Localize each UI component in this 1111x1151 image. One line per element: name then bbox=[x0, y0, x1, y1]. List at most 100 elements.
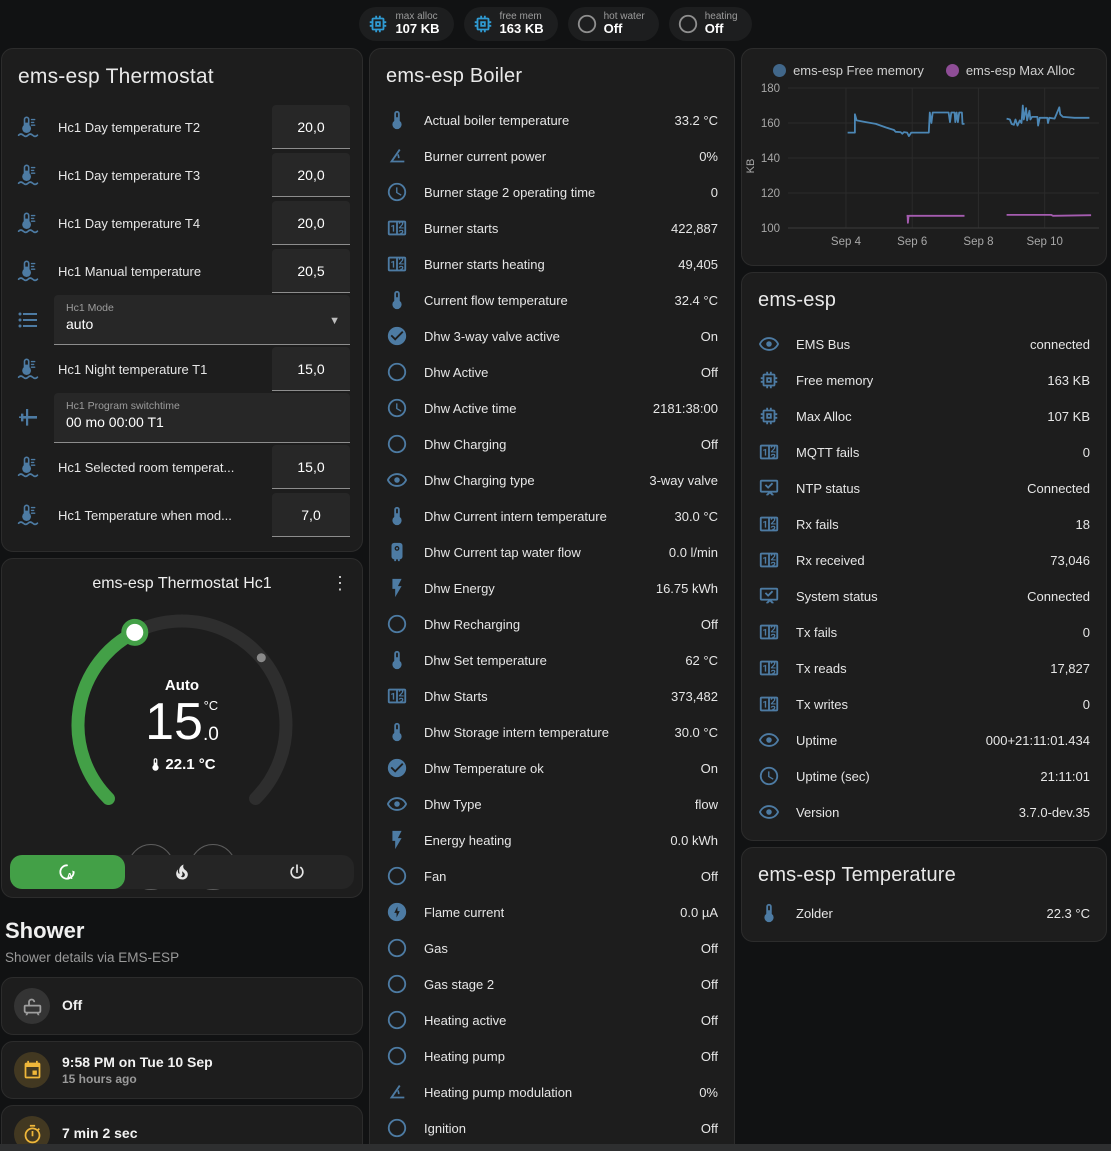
entity-row[interactable]: Current flow temperature 32.4 °C bbox=[370, 282, 734, 318]
entity-label: Gas bbox=[424, 940, 448, 956]
badge-free-mem[interactable]: free mem 163 KB bbox=[463, 7, 558, 41]
number-input[interactable]: 20,5 bbox=[272, 249, 350, 293]
svg-text:Sep 10: Sep 10 bbox=[1026, 236, 1062, 248]
hvac-mode-heat-button[interactable] bbox=[125, 855, 240, 889]
entity-row[interactable]: System status Connected bbox=[742, 578, 1106, 614]
entity-row[interactable]: Tx reads 17,827 bbox=[742, 650, 1106, 686]
circle-icon bbox=[386, 1045, 408, 1067]
shower-tile[interactable]: 7 min 2 sec bbox=[1, 1105, 363, 1151]
check-circle-icon bbox=[386, 325, 408, 347]
entity-row[interactable]: MQTT fails 0 bbox=[742, 434, 1106, 470]
entity-row[interactable]: Dhw Recharging Off bbox=[370, 606, 734, 642]
badge-value: Off bbox=[704, 21, 724, 37]
thermometer-icon bbox=[386, 649, 408, 671]
legend-item[interactable]: ems-esp Free memory bbox=[773, 63, 924, 78]
entity-value: 30.0 °C bbox=[674, 724, 718, 740]
entity-row[interactable]: Rx received 73,046 bbox=[742, 542, 1106, 578]
angle-icon bbox=[386, 145, 408, 167]
entity-row[interactable]: Heating active Off bbox=[370, 1002, 734, 1038]
entity-row[interactable]: Burner current power 0% bbox=[370, 138, 734, 174]
badge-max-alloc[interactable]: max alloc 107 KB bbox=[359, 7, 454, 41]
entity-row[interactable]: Heating pump modulation 0% bbox=[370, 1074, 734, 1110]
timer-icon bbox=[22, 1124, 43, 1145]
number-input[interactable]: 20,0 bbox=[272, 105, 350, 149]
entity-row[interactable]: Dhw Set temperature 62 °C bbox=[370, 642, 734, 678]
entity-row[interactable]: Gas stage 2 Off bbox=[370, 966, 734, 1002]
entity-row[interactable]: Heating pump Off bbox=[370, 1038, 734, 1074]
entity-row[interactable]: Free memory 163 KB bbox=[742, 362, 1106, 398]
entity-row[interactable]: Tx writes 0 bbox=[742, 686, 1106, 722]
entity-row[interactable]: Max Alloc 107 KB bbox=[742, 398, 1106, 434]
shower-tile[interactable]: Off bbox=[1, 977, 363, 1035]
number-input[interactable]: 15,0 bbox=[272, 445, 350, 489]
tile-secondary: 15 hours ago bbox=[62, 1071, 137, 1086]
monitor-check-icon bbox=[758, 585, 780, 607]
entity-row[interactable]: Dhw Active Off bbox=[370, 354, 734, 390]
entity-row[interactable]: Dhw Charging type 3-way valve bbox=[370, 462, 734, 498]
entity-row[interactable]: Burner stage 2 operating time 0 bbox=[370, 174, 734, 210]
entity-row[interactable]: Dhw Energy 16.75 kWh bbox=[370, 570, 734, 606]
entity-row[interactable]: Dhw Storage intern temperature 30.0 °C bbox=[370, 714, 734, 750]
entity-value: connected bbox=[1030, 336, 1090, 352]
circle-icon bbox=[386, 613, 408, 635]
entity-row[interactable]: Flame current 0.0 µA bbox=[370, 894, 734, 930]
entity-row[interactable]: Burner starts heating 49,405 bbox=[370, 246, 734, 282]
entity-row[interactable]: Energy heating 0.0 kWh bbox=[370, 822, 734, 858]
entity-label: Free memory bbox=[796, 372, 874, 388]
entity-row[interactable]: Tx fails 0 bbox=[742, 614, 1106, 650]
hvac-mode-off-button[interactable] bbox=[239, 855, 354, 889]
power-icon bbox=[287, 862, 307, 882]
entity-label: Hc1 Manual temperature bbox=[58, 263, 202, 279]
dial-knob[interactable] bbox=[121, 618, 149, 646]
entity-row[interactable]: Version 3.7.0-dev.35 bbox=[742, 794, 1106, 830]
thermostat-dial[interactable]: Auto 15 °C .0 22.1 °C − + bbox=[56, 599, 308, 890]
eye-icon bbox=[758, 729, 780, 751]
entity-row[interactable]: Ignition Off bbox=[370, 1110, 734, 1146]
entity-row[interactable]: Dhw Active time 2181:38:00 bbox=[370, 390, 734, 426]
entity-row[interactable]: Fan Off bbox=[370, 858, 734, 894]
thermometer-water-icon bbox=[16, 357, 40, 381]
entity-row[interactable]: Burner starts 422,887 bbox=[370, 210, 734, 246]
entity-row[interactable]: Dhw Starts 373,482 bbox=[370, 678, 734, 714]
number-input[interactable]: 20,0 bbox=[272, 153, 350, 197]
entity-row[interactable]: Rx fails 18 bbox=[742, 506, 1106, 542]
thermometer-icon bbox=[386, 505, 408, 527]
entity-row[interactable]: Uptime (sec) 21:11:01 bbox=[742, 758, 1106, 794]
entity-row[interactable]: Gas Off bbox=[370, 930, 734, 966]
entity-row[interactable]: EMS Bus connected bbox=[742, 326, 1106, 362]
number-input[interactable]: 20,0 bbox=[272, 201, 350, 245]
entity-row[interactable]: Dhw 3-way valve active On bbox=[370, 318, 734, 354]
text-input[interactable]: Hc1 Program switchtime 00 mo 00:00 T1 bbox=[54, 393, 350, 443]
entity-row[interactable]: Dhw Type flow bbox=[370, 786, 734, 822]
thermostat-row: Hc1 Day temperature T3 20,0 bbox=[16, 151, 350, 199]
entity-label: Zolder bbox=[796, 905, 833, 921]
entity-row[interactable]: Actual boiler temperature 33.2 °C bbox=[370, 102, 734, 138]
number-input[interactable]: 7,0 bbox=[272, 493, 350, 537]
entity-row[interactable]: Dhw Temperature ok On bbox=[370, 750, 734, 786]
entity-row[interactable]: Dhw Charging Off bbox=[370, 426, 734, 462]
mode-select[interactable]: Hc1 Mode auto ▼ bbox=[54, 295, 350, 345]
entity-row[interactable]: Dhw Current tap water flow 0.0 l/min bbox=[370, 534, 734, 570]
thermostat-card: ems-esp Thermostat Hc1 Day temperature T… bbox=[1, 48, 363, 552]
number-input[interactable]: 15,0 bbox=[272, 347, 350, 391]
entity-row[interactable]: NTP status Connected bbox=[742, 470, 1106, 506]
hvac-mode-auto-button[interactable]: A bbox=[10, 855, 125, 889]
legend-item[interactable]: ems-esp Max Alloc bbox=[945, 63, 1075, 78]
entity-row[interactable]: Zolder 22.3 °C bbox=[742, 895, 1106, 931]
badge-heating[interactable]: heating Off bbox=[668, 7, 752, 41]
badge-hot-water[interactable]: hot water Off bbox=[567, 7, 659, 41]
temperature-card: ems-esp Temperature Zolder 22.3 °C bbox=[741, 847, 1107, 942]
thermometer-icon bbox=[758, 902, 780, 924]
circle-icon bbox=[386, 1045, 408, 1067]
svg-text:KB: KB bbox=[745, 159, 757, 174]
shower-tile[interactable]: 9:58 PM on Tue 10 Sep 15 hours ago bbox=[1, 1041, 363, 1099]
entity-row[interactable]: Uptime 000+21:11:01.434 bbox=[742, 722, 1106, 758]
clock-icon bbox=[758, 765, 780, 787]
more-options-icon[interactable]: ⋮ bbox=[331, 573, 349, 593]
entity-label: Burner current power bbox=[424, 148, 547, 164]
entity-label: EMS Bus bbox=[796, 336, 851, 352]
entity-row[interactable]: Dhw Current intern temperature 30.0 °C bbox=[370, 498, 734, 534]
circle-icon bbox=[386, 865, 408, 887]
thermostat-row: Hc1 Program switchtime 00 mo 00:00 T1 bbox=[16, 393, 350, 443]
legend-label: ems-esp Free memory bbox=[793, 63, 924, 78]
